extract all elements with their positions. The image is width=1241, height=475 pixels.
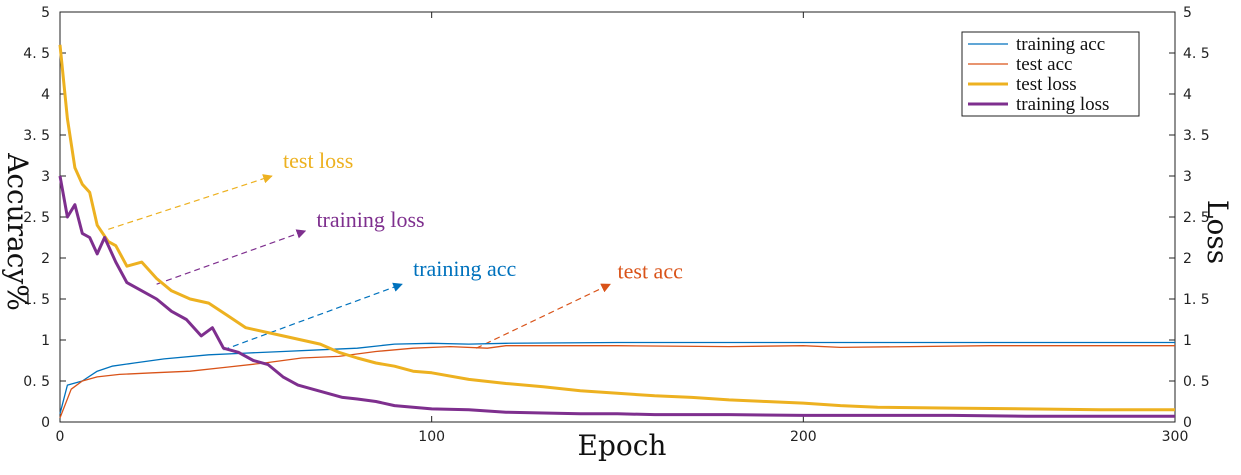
y-tick-label-right: 1 bbox=[1183, 333, 1192, 349]
y-tick-label-left: 1. 5 bbox=[23, 292, 50, 308]
y-tick-label-left: 2. 5 bbox=[23, 210, 50, 226]
annotation-arrow bbox=[156, 229, 307, 285]
legend-box bbox=[961, 31, 1140, 117]
y-tick-label-right: 0 bbox=[1183, 415, 1192, 431]
legend-label: test loss bbox=[1016, 74, 1077, 95]
annotation-label: training acc bbox=[413, 256, 516, 281]
y-tick-label-right: 1. 5 bbox=[1183, 292, 1210, 308]
y-tick-label-left: 4. 5 bbox=[23, 46, 50, 62]
y-tick-label-left: 0. 5 bbox=[23, 374, 50, 390]
legend-label: test acc bbox=[1016, 54, 1072, 75]
y-tick-label-right: 3 bbox=[1183, 169, 1192, 185]
y-tick-label-right: 0. 5 bbox=[1183, 374, 1210, 390]
y-tick-label-right: 3. 5 bbox=[1183, 128, 1210, 144]
y-tick-label-right: 2. 5 bbox=[1183, 210, 1210, 226]
series-line bbox=[58, 175, 1175, 418]
series-line bbox=[59, 345, 1175, 419]
y-axis-title-left: Accuracy% bbox=[1, 152, 34, 311]
y-tick-label-left: 1 bbox=[41, 333, 50, 349]
y-tick-label-right: 5 bbox=[1183, 5, 1192, 21]
annotation-label: training loss bbox=[316, 207, 424, 232]
y-tick-label-right: 2 bbox=[1183, 251, 1192, 267]
annotation-label: test loss bbox=[283, 148, 353, 173]
y-tick-label-left: 0 bbox=[41, 415, 50, 431]
y-axis-title-right: Loss bbox=[1201, 200, 1234, 264]
y-tick-label-left: 3. 5 bbox=[23, 128, 50, 144]
y-tick-label-right: 4. 5 bbox=[1183, 46, 1210, 62]
annotation-arrow bbox=[476, 283, 611, 349]
series-line bbox=[58, 44, 1175, 412]
y-tick-label-left: 2 bbox=[41, 251, 50, 267]
y-tick-label-left: 4 bbox=[41, 87, 50, 103]
series-group bbox=[58, 44, 1175, 419]
y-tick-label-left: 3 bbox=[41, 169, 50, 185]
tick-group: 0 00. 5 0. 51 11. 5 1. 52 22. 5 2. 53 33. 5 3. 5… bbox=[23, 5, 1209, 445]
x-tick-label: 200 bbox=[790, 429, 817, 445]
x-tick-label: 100 bbox=[418, 429, 445, 445]
x-axis-title: Epoch bbox=[578, 429, 667, 462]
y-tick-label-right: 4 bbox=[1183, 87, 1192, 103]
y-tick-label-left: 5 bbox=[41, 5, 50, 21]
legend-label: training acc bbox=[1016, 34, 1105, 55]
annotation-arrow bbox=[223, 282, 403, 351]
legend-label: training loss bbox=[1016, 94, 1109, 115]
annotation-arrow bbox=[108, 174, 273, 230]
x-tick-label: 0 bbox=[56, 429, 65, 445]
annotation-label: test acc bbox=[618, 259, 684, 284]
annotation-group: test loss training loss training acc test a… bbox=[108, 148, 684, 351]
series-line bbox=[59, 341, 1175, 414]
x-tick-label: 300 bbox=[1162, 429, 1189, 445]
